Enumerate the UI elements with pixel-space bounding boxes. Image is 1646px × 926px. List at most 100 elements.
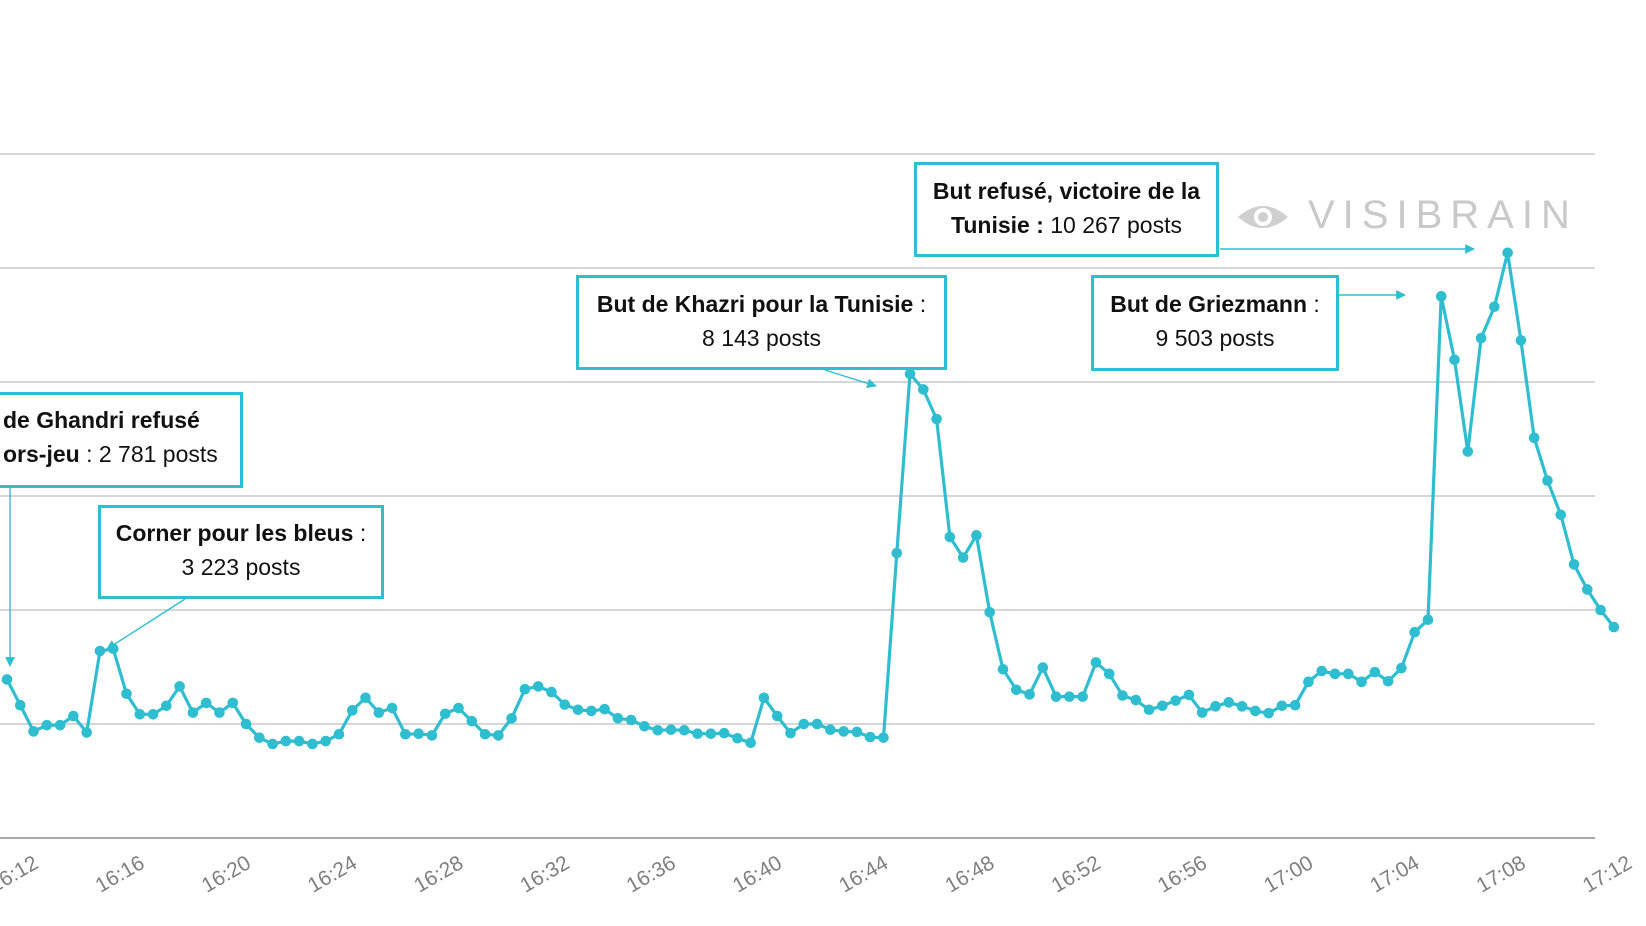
- data-point: [878, 732, 889, 743]
- data-point: [346, 705, 358, 716]
- x-tick-label: 16:44: [835, 851, 892, 897]
- data-point: [1130, 694, 1142, 706]
- data-point: [1608, 621, 1620, 633]
- x-tick-label: 16:20: [198, 851, 255, 897]
- x-tick-label: 16:56: [1154, 851, 1211, 897]
- data-point: [1064, 691, 1075, 702]
- x-tick-label: 17:08: [1473, 851, 1530, 897]
- data-point: [1050, 691, 1062, 702]
- data-point: [1276, 700, 1288, 712]
- data-point: [838, 726, 849, 737]
- data-point: [639, 720, 650, 732]
- data-point: [200, 697, 212, 709]
- data-point: [187, 707, 199, 718]
- data-point: [678, 724, 690, 736]
- data-point: [453, 702, 464, 714]
- data-point: [81, 727, 92, 738]
- data-point: [1236, 701, 1248, 712]
- data-point: [1329, 668, 1341, 680]
- data-point: [1157, 700, 1168, 712]
- data-point: [400, 728, 411, 740]
- visibrain-logo: VISIBRAIN: [1236, 190, 1578, 240]
- data-point: [413, 728, 424, 739]
- data-point: [984, 606, 996, 618]
- data-point: [1170, 695, 1181, 706]
- data-point: [293, 735, 305, 747]
- data-point: [1103, 668, 1115, 680]
- data-point: [798, 718, 810, 730]
- data-point: [1369, 666, 1381, 678]
- data-point: [147, 709, 159, 720]
- data-point: [1223, 697, 1235, 708]
- annotation-ghandri: de Ghandri refusé ors-jeu : 2 781 posts: [0, 392, 243, 488]
- data-point: [280, 735, 292, 747]
- data-point: [1, 674, 13, 685]
- data-point: [1409, 626, 1420, 638]
- data-point: [785, 727, 796, 739]
- data-point: [559, 699, 571, 710]
- data-point: [320, 735, 332, 747]
- x-tick-label: 16:36: [623, 851, 680, 897]
- data-point: [718, 727, 730, 739]
- data-point: [1342, 668, 1354, 680]
- data-point: [1568, 559, 1580, 570]
- data-point: [546, 686, 557, 698]
- data-point: [864, 731, 876, 743]
- data-point: [1542, 475, 1553, 486]
- data-point: [1555, 509, 1567, 521]
- data-point: [891, 547, 903, 559]
- data-point: [227, 697, 239, 709]
- data-point: [705, 728, 717, 739]
- data-point: [918, 384, 929, 395]
- x-tick-label: 16:52: [1048, 851, 1105, 897]
- data-point: [68, 710, 79, 722]
- data-point: [1183, 689, 1195, 701]
- data-point: [825, 724, 836, 735]
- data-point: [1356, 676, 1367, 688]
- logo-text: VISIBRAIN: [1308, 192, 1578, 237]
- data-point: [745, 737, 756, 749]
- data-point: [1210, 701, 1221, 712]
- data-point: [1077, 691, 1088, 702]
- data-point: [1595, 604, 1606, 616]
- annotation-arrow: [106, 598, 186, 650]
- data-point: [1528, 432, 1540, 444]
- data-point: [41, 719, 53, 731]
- data-point: [851, 726, 863, 738]
- data-point: [493, 730, 504, 741]
- data-point: [1382, 675, 1394, 687]
- data-point: [94, 645, 106, 657]
- x-tick-label: 16:16: [91, 851, 148, 897]
- data-point: [599, 703, 610, 715]
- data-point: [1037, 662, 1049, 673]
- data-point: [240, 718, 252, 730]
- data-point: [386, 702, 398, 714]
- annotation-corner: Corner pour les bleus : 3 223 posts: [98, 505, 384, 599]
- data-point: [732, 732, 743, 744]
- data-point: [214, 707, 225, 718]
- data-point: [1010, 684, 1022, 696]
- data-point: [1475, 332, 1487, 344]
- data-point: [1435, 291, 1447, 302]
- data-point: [665, 724, 677, 735]
- data-point: [267, 738, 278, 750]
- data-point: [997, 663, 1009, 675]
- data-point: [692, 728, 703, 739]
- annotation-khazri: But de Khazri pour la Tunisie : 8 143 po…: [576, 275, 947, 370]
- data-point: [174, 681, 185, 692]
- data-point: [957, 552, 969, 563]
- data-point: [1515, 335, 1527, 346]
- data-point: [572, 704, 584, 716]
- data-point: [612, 713, 624, 724]
- data-point: [1422, 614, 1434, 625]
- data-point: [532, 681, 544, 692]
- data-point: [1117, 690, 1128, 701]
- x-tick-label: 16:24: [304, 851, 361, 897]
- x-tick-label: 17:00: [1260, 851, 1317, 897]
- data-point: [506, 713, 517, 724]
- data-point: [134, 709, 146, 720]
- data-point: [1090, 657, 1102, 668]
- annotation-arrow: [824, 369, 877, 389]
- eye-icon: [1238, 206, 1288, 228]
